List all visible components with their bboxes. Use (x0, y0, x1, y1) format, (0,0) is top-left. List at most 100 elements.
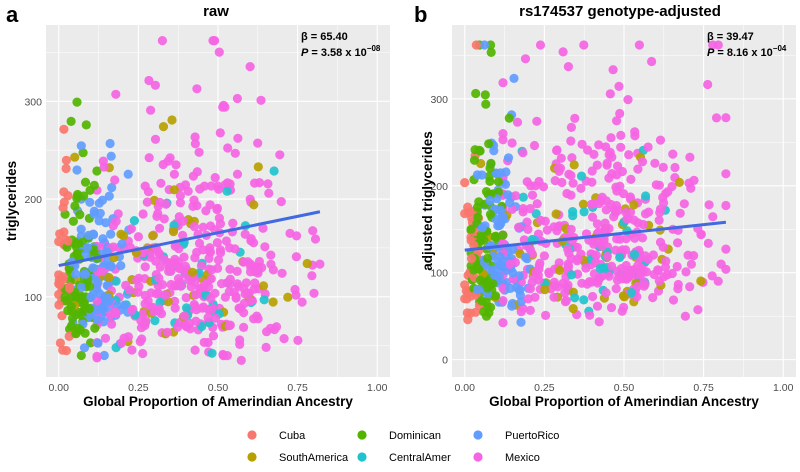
data-point (157, 280, 168, 290)
data-point (146, 105, 156, 115)
data-point (76, 141, 86, 151)
data-point (183, 186, 193, 196)
data-point (523, 294, 533, 304)
data-point (150, 134, 161, 144)
data-point (525, 245, 536, 255)
data-point (637, 233, 648, 243)
data-point (153, 208, 163, 219)
data-point (94, 198, 104, 208)
data-point (223, 178, 233, 188)
data-point (148, 231, 158, 241)
data-point (588, 291, 598, 302)
data-point (531, 209, 541, 219)
data-point (168, 227, 179, 237)
data-point (81, 120, 91, 130)
data-point (479, 40, 490, 50)
data-point (151, 256, 161, 266)
data-point (569, 160, 579, 170)
data-point (509, 73, 519, 83)
data-point (516, 297, 526, 307)
x-tick-label: 0.00 (49, 382, 70, 394)
data-point (263, 179, 273, 189)
data-point (636, 270, 646, 280)
data-point (106, 229, 116, 239)
x-tick-label: 0.25 (128, 382, 149, 394)
data-point (474, 145, 484, 155)
data-point (260, 242, 270, 252)
data-point (485, 281, 495, 291)
data-point (163, 297, 173, 307)
data-point (495, 252, 505, 262)
data-point (121, 280, 131, 290)
panel-a-x-tick-labels: 0.00 0.25 0.50 0.75 1.00 (49, 382, 388, 394)
data-point (579, 295, 589, 305)
data-point (623, 95, 633, 105)
data-point (541, 310, 551, 320)
data-point (89, 180, 99, 190)
legend-item: CentralAmer (357, 452, 451, 464)
data-point (302, 258, 312, 269)
data-point (261, 342, 271, 352)
data-point (670, 162, 680, 173)
data-point (192, 84, 202, 94)
data-point (555, 265, 565, 275)
legend-label: Dominican (389, 430, 441, 442)
panel-b-x-axis-title: Global Proportion of Amerindian Ancestry (489, 394, 759, 409)
data-point (516, 317, 526, 327)
data-point (208, 36, 218, 46)
data-point (84, 304, 94, 314)
data-point (246, 236, 256, 246)
data-point (607, 169, 617, 179)
data-point (659, 198, 669, 208)
data-point (637, 157, 648, 167)
data-point (195, 184, 205, 194)
data-point (568, 178, 578, 188)
data-point (535, 40, 546, 50)
data-point (118, 231, 129, 241)
data-point (703, 238, 713, 248)
data-point (239, 322, 249, 332)
data-point (465, 308, 475, 318)
data-point (500, 179, 511, 189)
data-point (134, 273, 144, 283)
data-point (527, 190, 538, 200)
data-point (498, 78, 508, 88)
data-point (556, 153, 566, 163)
data-point (206, 274, 216, 284)
data-point (507, 204, 517, 214)
x-tick-label: 1.00 (773, 382, 794, 394)
data-point (482, 253, 493, 263)
data-point (58, 345, 68, 355)
data-point (599, 263, 609, 273)
data-point (685, 152, 695, 162)
data-point (258, 223, 268, 233)
data-point (253, 162, 263, 172)
data-point (191, 316, 201, 326)
data-point (201, 206, 211, 216)
data-point (210, 313, 221, 323)
data-point (653, 266, 663, 276)
data-point (696, 276, 706, 286)
legend-swatch (247, 452, 257, 462)
y-tick-label: 300 (430, 94, 448, 106)
panel-a-beta: β = 65.40 (301, 31, 348, 43)
data-point (471, 40, 481, 50)
data-point (140, 181, 150, 191)
data-point (245, 62, 255, 72)
data-point (622, 214, 632, 224)
data-point (601, 196, 611, 206)
data-point (681, 267, 691, 277)
data-point (222, 186, 232, 196)
data-point (540, 285, 550, 295)
data-point (606, 303, 617, 313)
data-point (170, 303, 180, 313)
panel-a-y-axis-title: triglycerides (4, 161, 19, 241)
data-point (626, 288, 637, 298)
data-point (213, 181, 223, 191)
data-point (249, 200, 259, 210)
data-point (206, 293, 216, 304)
data-point (644, 207, 654, 217)
data-point (615, 252, 625, 262)
data-point (525, 204, 535, 214)
x-tick-label: 1.00 (367, 382, 388, 394)
